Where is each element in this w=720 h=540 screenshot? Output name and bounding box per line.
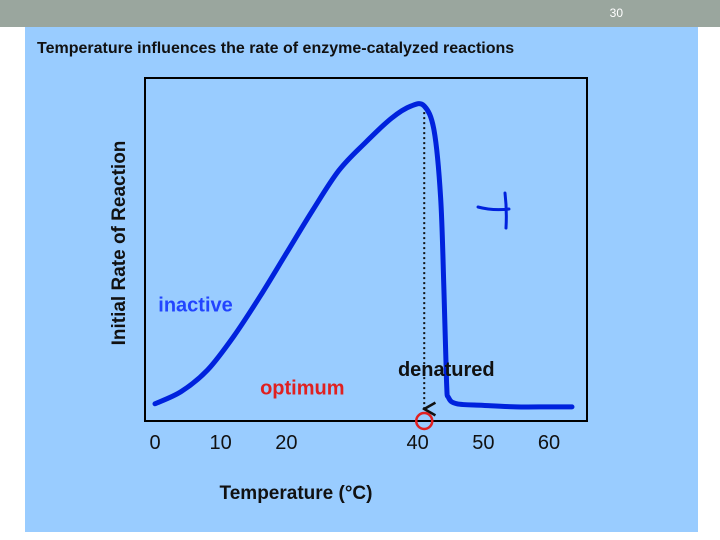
optimum-circle-marker — [414, 411, 434, 431]
chart-title: Temperature influences the rate of enzym… — [37, 40, 514, 57]
y-axis-label: Initial Rate of Reaction — [109, 141, 130, 346]
x-tick-label: 40 — [407, 432, 429, 454]
inactive-annotation: inactive — [158, 295, 232, 317]
handwritten-mark — [476, 191, 511, 230]
x-axis-label: Temperature (°C) — [220, 483, 373, 504]
x-tick-labels: 0 10 20 40 50 60 — [149, 432, 560, 454]
rate-curve — [152, 101, 575, 410]
slide-header-bar: 30 — [0, 0, 720, 27]
plot-area-frame — [144, 77, 588, 422]
x-tick-label: 60 — [538, 432, 560, 454]
curve-annotations: inactive optimum denatured — [158, 295, 494, 400]
denatured-annotation: denatured — [398, 359, 495, 381]
x-tick-label: 20 — [275, 432, 297, 454]
x-tick-label: 10 — [210, 432, 232, 454]
x-tick-label: 50 — [472, 432, 494, 454]
slide-number: 30 — [609, 6, 623, 20]
optimum-annotation: optimum — [260, 378, 344, 400]
slide-content-panel — [25, 27, 698, 532]
x-tick-label: 0 — [149, 432, 160, 454]
